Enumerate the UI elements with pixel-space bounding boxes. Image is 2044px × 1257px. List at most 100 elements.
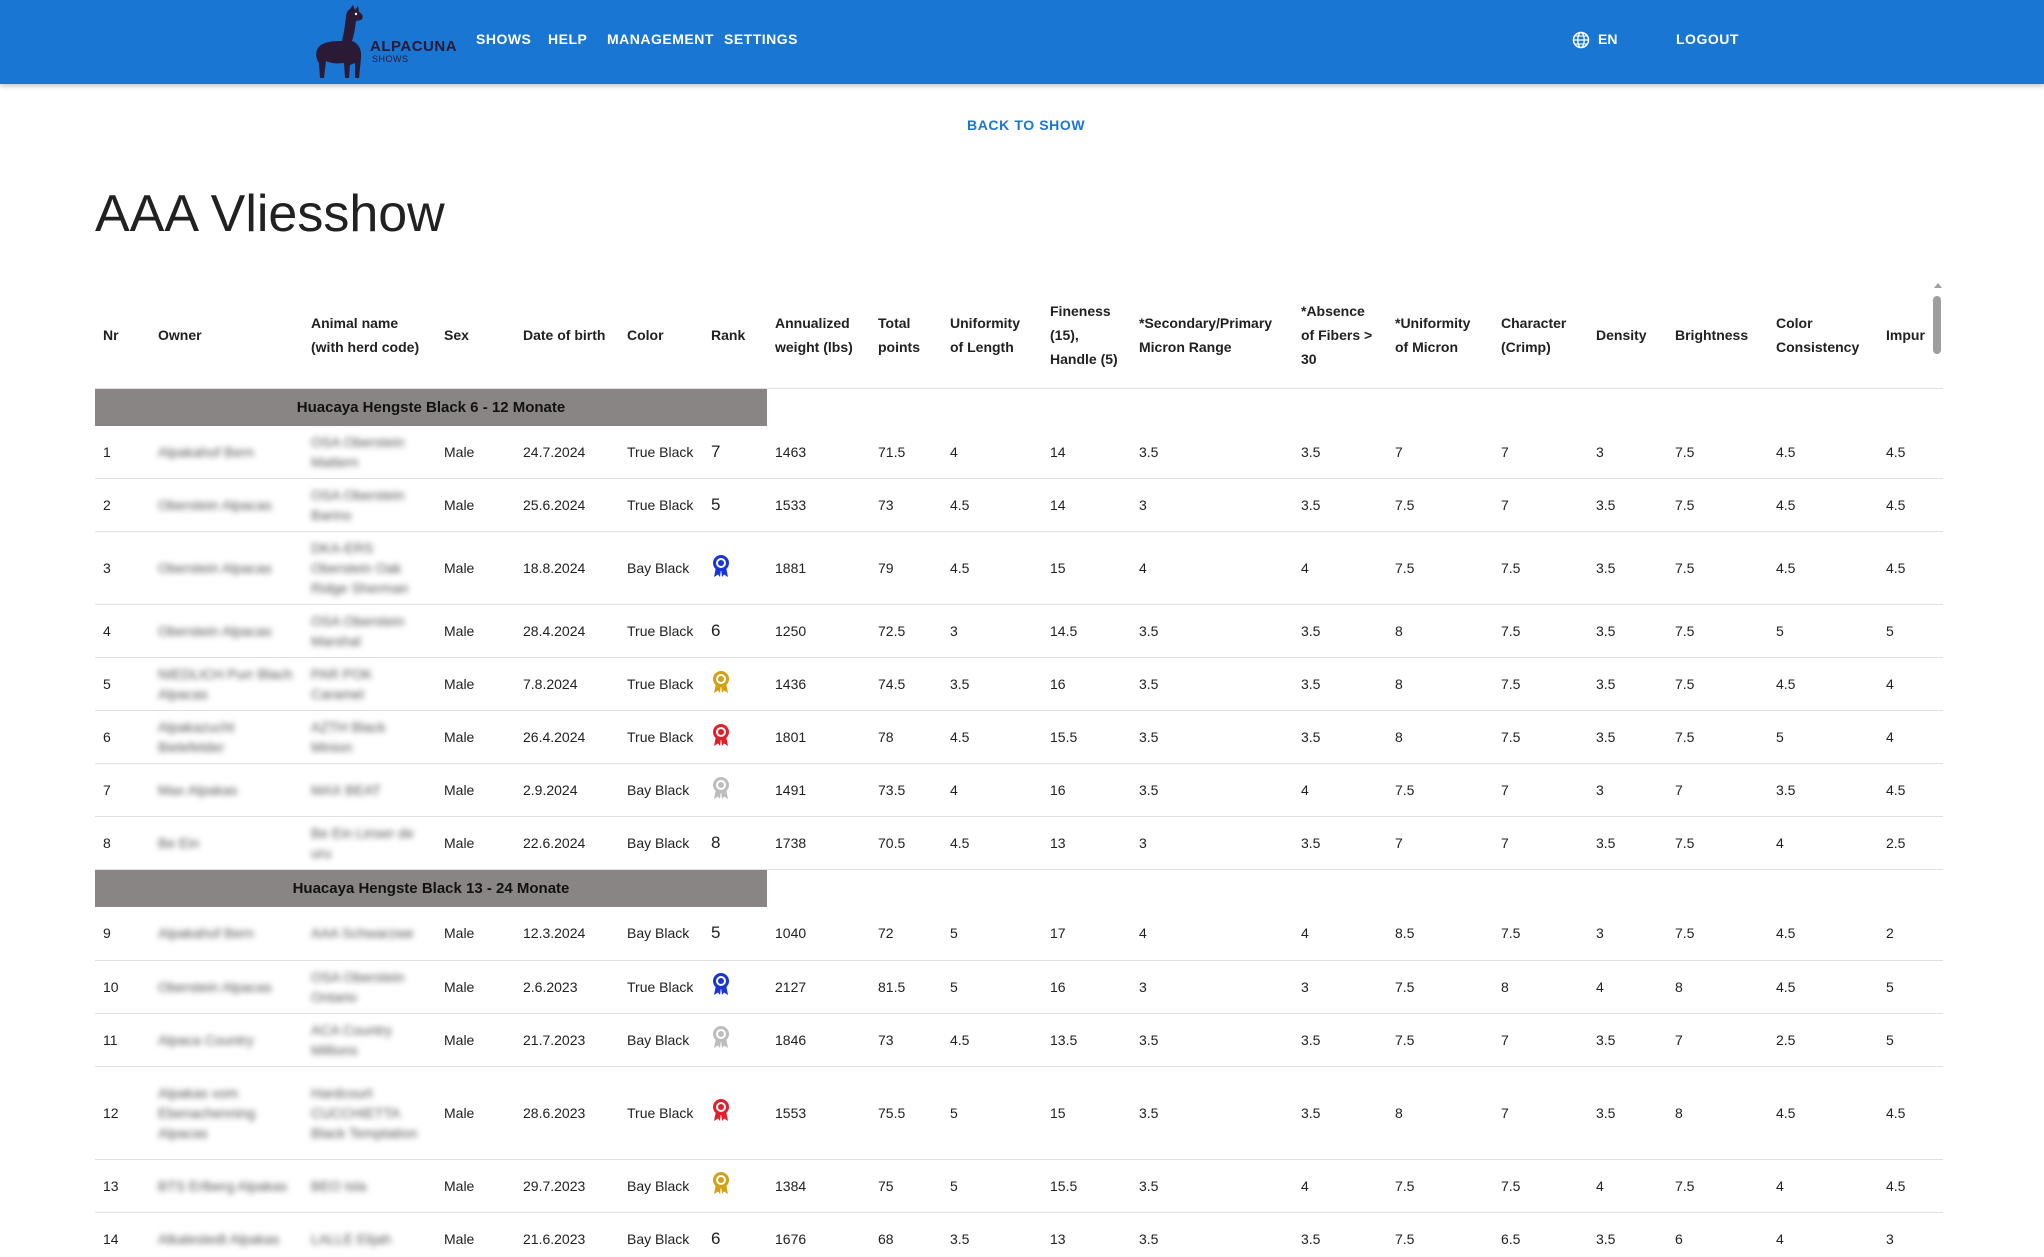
ribbon-gold-icon xyxy=(711,670,731,697)
weight-cell-text: 1250 xyxy=(775,623,807,639)
fineness-cell-text: 16 xyxy=(1050,676,1066,692)
table-row[interactable]: 14 Alkalestedt Alpakas LALLE Elijah Male 21.… xyxy=(95,1212,1943,1257)
table-row[interactable]: 3 Oberstein Alpacas DKA-ERS Oberstein Oak … xyxy=(95,531,1943,605)
table-row[interactable]: 2 Oberstein Alpacas OSA Oberstein Barino Ma… xyxy=(95,478,1943,532)
table-row[interactable]: 7 Max Alpakas MAX BEAT Male 2.9.2024 Bay Blac… xyxy=(95,763,1943,817)
rank-cell xyxy=(703,657,767,711)
table-row[interactable]: 8 Be Ein Be Ein Linser de uru Male 22.6.2024… xyxy=(95,816,1943,870)
absence-fibers-cell-text: 3.5 xyxy=(1301,835,1321,851)
column-header: Date of birth xyxy=(515,282,619,389)
micron-range-cell: 3 xyxy=(1131,478,1293,532)
column-header: Character (Crimp) xyxy=(1493,282,1588,389)
table-row[interactable]: 12 Alpakas vom Ebenachenning Alpacas Hardc… xyxy=(95,1066,1943,1160)
table-row[interactable]: 4 Oberstein Alpacas OSA Oberstein Marshal M… xyxy=(95,604,1943,658)
weight-cell: 1384 xyxy=(767,1159,870,1213)
table-row[interactable]: 6 Alpakazucht Bielefelder AZTH Black Minio… xyxy=(95,710,1943,764)
impurities-cell: 5 xyxy=(1878,604,1943,658)
logo-subtext: SHOWS xyxy=(372,54,409,64)
uniformity-length-cell: 5 xyxy=(942,907,1042,961)
rank-cell xyxy=(703,531,767,605)
color-cell-text: True Black xyxy=(627,443,694,460)
sex-cell: Male xyxy=(436,960,515,1014)
alpacuna-logo[interactable]: ALPACUNA SHOWS xyxy=(306,3,457,81)
color-cell: True Black xyxy=(619,1066,703,1160)
scroll-up-arrow[interactable] xyxy=(1934,283,1942,288)
weight-cell-text: 1436 xyxy=(775,676,807,692)
uniformity-micron-cell-text: 7.5 xyxy=(1395,1031,1415,1048)
nav-help[interactable]: HELP xyxy=(548,31,588,47)
color-consistency-cell-text: 4.5 xyxy=(1776,676,1796,692)
vertical-scrollbar-thumb[interactable] xyxy=(1933,296,1941,354)
character-cell: 7 xyxy=(1493,763,1588,817)
nav-management[interactable]: MANAGEMENT xyxy=(607,31,714,47)
color-consistency-cell-text: 5 xyxy=(1776,623,1784,639)
column-header: *Absence of Fibers > 30 xyxy=(1293,282,1387,389)
total-points-cell-text: 78 xyxy=(878,729,894,745)
density-cell: 4 xyxy=(1588,960,1667,1014)
row-number-text: 9 xyxy=(103,925,111,942)
micron-range-cell-text: 3.5 xyxy=(1139,443,1159,460)
character-cell: 7.5 xyxy=(1493,657,1588,711)
total-points-cell-text: 73 xyxy=(878,497,894,513)
logout-button[interactable]: LOGOUT xyxy=(1676,31,1739,47)
table-row[interactable]: 13 BTS Erlberg Alpakas BEO Isla Male 29.7.20… xyxy=(95,1159,1943,1213)
density-cell-text: 3.5 xyxy=(1596,623,1616,639)
owner-cell: Alkalestedt Alpakas xyxy=(150,1212,303,1257)
animal-name-cell: MAX BEAT xyxy=(303,763,436,817)
micron-range-cell: 4 xyxy=(1131,531,1293,605)
owner-cell: BTS Erlberg Alpakas xyxy=(150,1159,303,1213)
table-row[interactable]: 11 Alpaca Country ACA Country Millions Male… xyxy=(95,1013,1943,1067)
row-number: 6 xyxy=(95,710,150,764)
uniformity-length-cell: 3.5 xyxy=(942,1212,1042,1257)
rank-cell: 6 xyxy=(703,604,767,658)
table-row[interactable]: 10 Oberstein Alpacas OSA Oberstein Ontario… xyxy=(95,960,1943,1014)
column-header: Brightness xyxy=(1667,282,1768,389)
back-to-show-link[interactable]: BACK TO SHOW xyxy=(967,117,1086,133)
color-cell-text: Bay Black xyxy=(627,925,690,942)
total-points-cell-text: 74.5 xyxy=(878,676,906,692)
color-cell-text: True Black xyxy=(627,729,694,745)
results-table-container[interactable]: Nr Owner Animal name (with herd code) Sex Da… xyxy=(95,282,1943,1257)
brightness-cell: 7.5 xyxy=(1667,425,1768,479)
color-consistency-cell: 5 xyxy=(1768,710,1878,764)
total-points-cell: 73 xyxy=(870,1013,942,1067)
total-points-cell: 75.5 xyxy=(870,1066,942,1160)
absence-fibers-cell: 4 xyxy=(1293,763,1387,817)
uniformity-micron-cell: 7.5 xyxy=(1387,531,1493,605)
table-row[interactable]: 5 NIEDLICH Purr Blach Alpacas PAR POK Cara… xyxy=(95,657,1943,711)
micron-range-cell: 3.5 xyxy=(1131,657,1293,711)
color-cell-text: Bay Black xyxy=(627,835,690,851)
animal-name-cell-text: Be Ein Linser de uru xyxy=(311,825,414,861)
impurities-cell: 4.5 xyxy=(1878,531,1943,605)
weight-cell: 1881 xyxy=(767,531,870,605)
character-cell-text: 7.5 xyxy=(1501,560,1521,576)
total-points-cell-text: 72.5 xyxy=(878,623,906,639)
column-header: Rank xyxy=(703,282,767,389)
animal-name-cell-text: Hardcourt CUCCHIETTA Black Temptation xyxy=(311,1084,418,1141)
uniformity-length-cell: 4.5 xyxy=(942,478,1042,532)
impurities-cell-text: 4.5 xyxy=(1886,443,1906,460)
uniformity-length-cell-text: 3.5 xyxy=(950,1230,970,1247)
character-cell: 6.5 xyxy=(1493,1212,1588,1257)
row-number: 3 xyxy=(95,531,150,605)
page-title: AAA Vliesshow xyxy=(95,185,445,243)
animal-name-cell: PAR POK Caramel xyxy=(303,657,436,711)
color-cell-text: Bay Black xyxy=(627,782,690,798)
character-cell: 8 xyxy=(1493,960,1588,1014)
date-of-birth-cell: 25.6.2024 xyxy=(515,478,619,532)
fineness-cell-text: 15 xyxy=(1050,1104,1066,1121)
density-cell: 3.5 xyxy=(1588,604,1667,658)
uniformity-micron-cell: 7.5 xyxy=(1387,1013,1493,1067)
table-row[interactable]: 1 Alpakahof Bern OSA Oberstein Mattern Male… xyxy=(95,425,1943,479)
sex-cell-text: Male xyxy=(444,1177,475,1194)
brightness-cell-text: 7.5 xyxy=(1675,835,1695,851)
uniformity-length-cell: 4.5 xyxy=(942,1013,1042,1067)
nav-shows[interactable]: SHOWS xyxy=(476,31,532,47)
fineness-cell: 14.5 xyxy=(1042,604,1131,658)
color-consistency-cell-text: 4.5 xyxy=(1776,1104,1796,1121)
nav-settings[interactable]: SETTINGS xyxy=(724,31,799,47)
row-number-text: 8 xyxy=(103,835,111,851)
brightness-cell-text: 7.5 xyxy=(1675,443,1695,460)
table-row[interactable]: 9 Alpakahof Bern AAA Schwarzwe Male 12.3.202… xyxy=(95,907,1943,961)
brightness-cell: 7.5 xyxy=(1667,710,1768,764)
